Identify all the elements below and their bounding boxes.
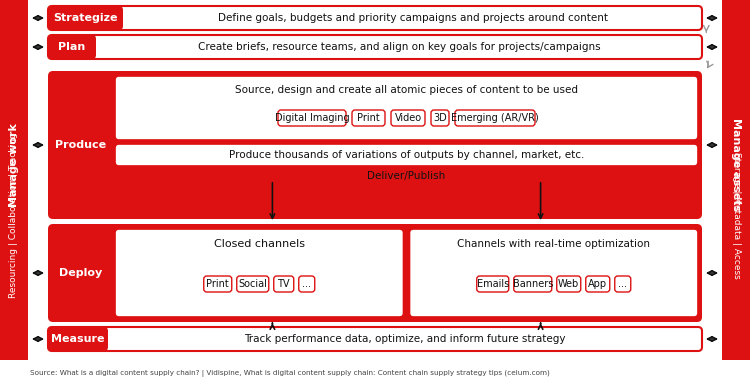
Text: Digital Imaging: Digital Imaging	[274, 113, 350, 123]
FancyBboxPatch shape	[556, 276, 580, 292]
FancyBboxPatch shape	[410, 229, 698, 317]
Text: Web: Web	[558, 279, 579, 289]
FancyBboxPatch shape	[391, 110, 425, 126]
Text: Deliver/Publish: Deliver/Publish	[368, 171, 446, 181]
Text: Emails: Emails	[477, 279, 508, 289]
Text: TV: TV	[278, 279, 290, 289]
FancyBboxPatch shape	[298, 276, 315, 292]
Text: 3D: 3D	[433, 113, 447, 123]
FancyBboxPatch shape	[48, 327, 108, 351]
Text: Create briefs, resource teams, and align on key goals for projects/campaigns: Create briefs, resource teams, and align…	[198, 42, 600, 52]
Text: Channels with real-time optimization: Channels with real-time optimization	[458, 239, 650, 249]
Text: Deploy: Deploy	[58, 268, 102, 278]
FancyBboxPatch shape	[455, 110, 535, 126]
FancyBboxPatch shape	[204, 276, 232, 292]
Text: ...: ...	[302, 279, 311, 289]
FancyBboxPatch shape	[48, 6, 123, 30]
FancyBboxPatch shape	[274, 276, 294, 292]
Text: Social: Social	[238, 279, 267, 289]
Text: Plan: Plan	[58, 42, 86, 52]
FancyBboxPatch shape	[48, 327, 702, 351]
FancyBboxPatch shape	[431, 110, 449, 126]
Bar	[0, 0, 28, 360]
FancyBboxPatch shape	[477, 276, 508, 292]
Text: Produce: Produce	[55, 140, 106, 150]
FancyBboxPatch shape	[278, 110, 346, 126]
Text: Source: What is a digital content supply chain? | Vidispine, What is digital con: Source: What is a digital content supply…	[30, 370, 550, 377]
Text: Emerging (AR/VR): Emerging (AR/VR)	[452, 113, 538, 123]
FancyBboxPatch shape	[48, 6, 702, 30]
Text: Print: Print	[357, 113, 380, 123]
Text: ...: ...	[618, 279, 627, 289]
FancyBboxPatch shape	[48, 35, 702, 59]
Text: Strategize: Strategize	[53, 13, 118, 23]
FancyBboxPatch shape	[115, 76, 698, 140]
FancyBboxPatch shape	[115, 144, 698, 166]
FancyBboxPatch shape	[586, 276, 610, 292]
Text: Storage | Metadata | Access: Storage | Metadata | Access	[731, 152, 740, 278]
FancyBboxPatch shape	[237, 276, 268, 292]
FancyBboxPatch shape	[48, 224, 702, 322]
Text: Closed channels: Closed channels	[214, 239, 304, 249]
FancyBboxPatch shape	[115, 229, 404, 317]
Text: Measure: Measure	[51, 334, 105, 344]
FancyBboxPatch shape	[352, 110, 385, 126]
Text: Resourcing | Collaboration | Tracking: Resourcing | Collaboration | Tracking	[10, 132, 19, 298]
FancyBboxPatch shape	[48, 71, 702, 219]
Text: Video: Video	[394, 113, 422, 123]
Text: Source, design and create all atomic pieces of content to be used: Source, design and create all atomic pie…	[235, 85, 578, 95]
Text: App: App	[588, 279, 608, 289]
FancyBboxPatch shape	[48, 35, 96, 59]
Text: Track performance data, optimize, and inform future strategy: Track performance data, optimize, and in…	[244, 334, 566, 344]
FancyBboxPatch shape	[514, 276, 552, 292]
Text: Print: Print	[206, 279, 230, 289]
FancyBboxPatch shape	[615, 276, 631, 292]
Text: Produce thousands of variations of outputs by channel, market, etc.: Produce thousands of variations of outpu…	[229, 150, 584, 160]
Text: Banners: Banners	[512, 279, 553, 289]
Text: Manage work: Manage work	[9, 123, 19, 207]
Text: Manage assets: Manage assets	[731, 118, 741, 212]
Bar	[722, 0, 750, 360]
Text: Define goals, budgets and priority campaigns and projects around content: Define goals, budgets and priority campa…	[217, 13, 608, 23]
